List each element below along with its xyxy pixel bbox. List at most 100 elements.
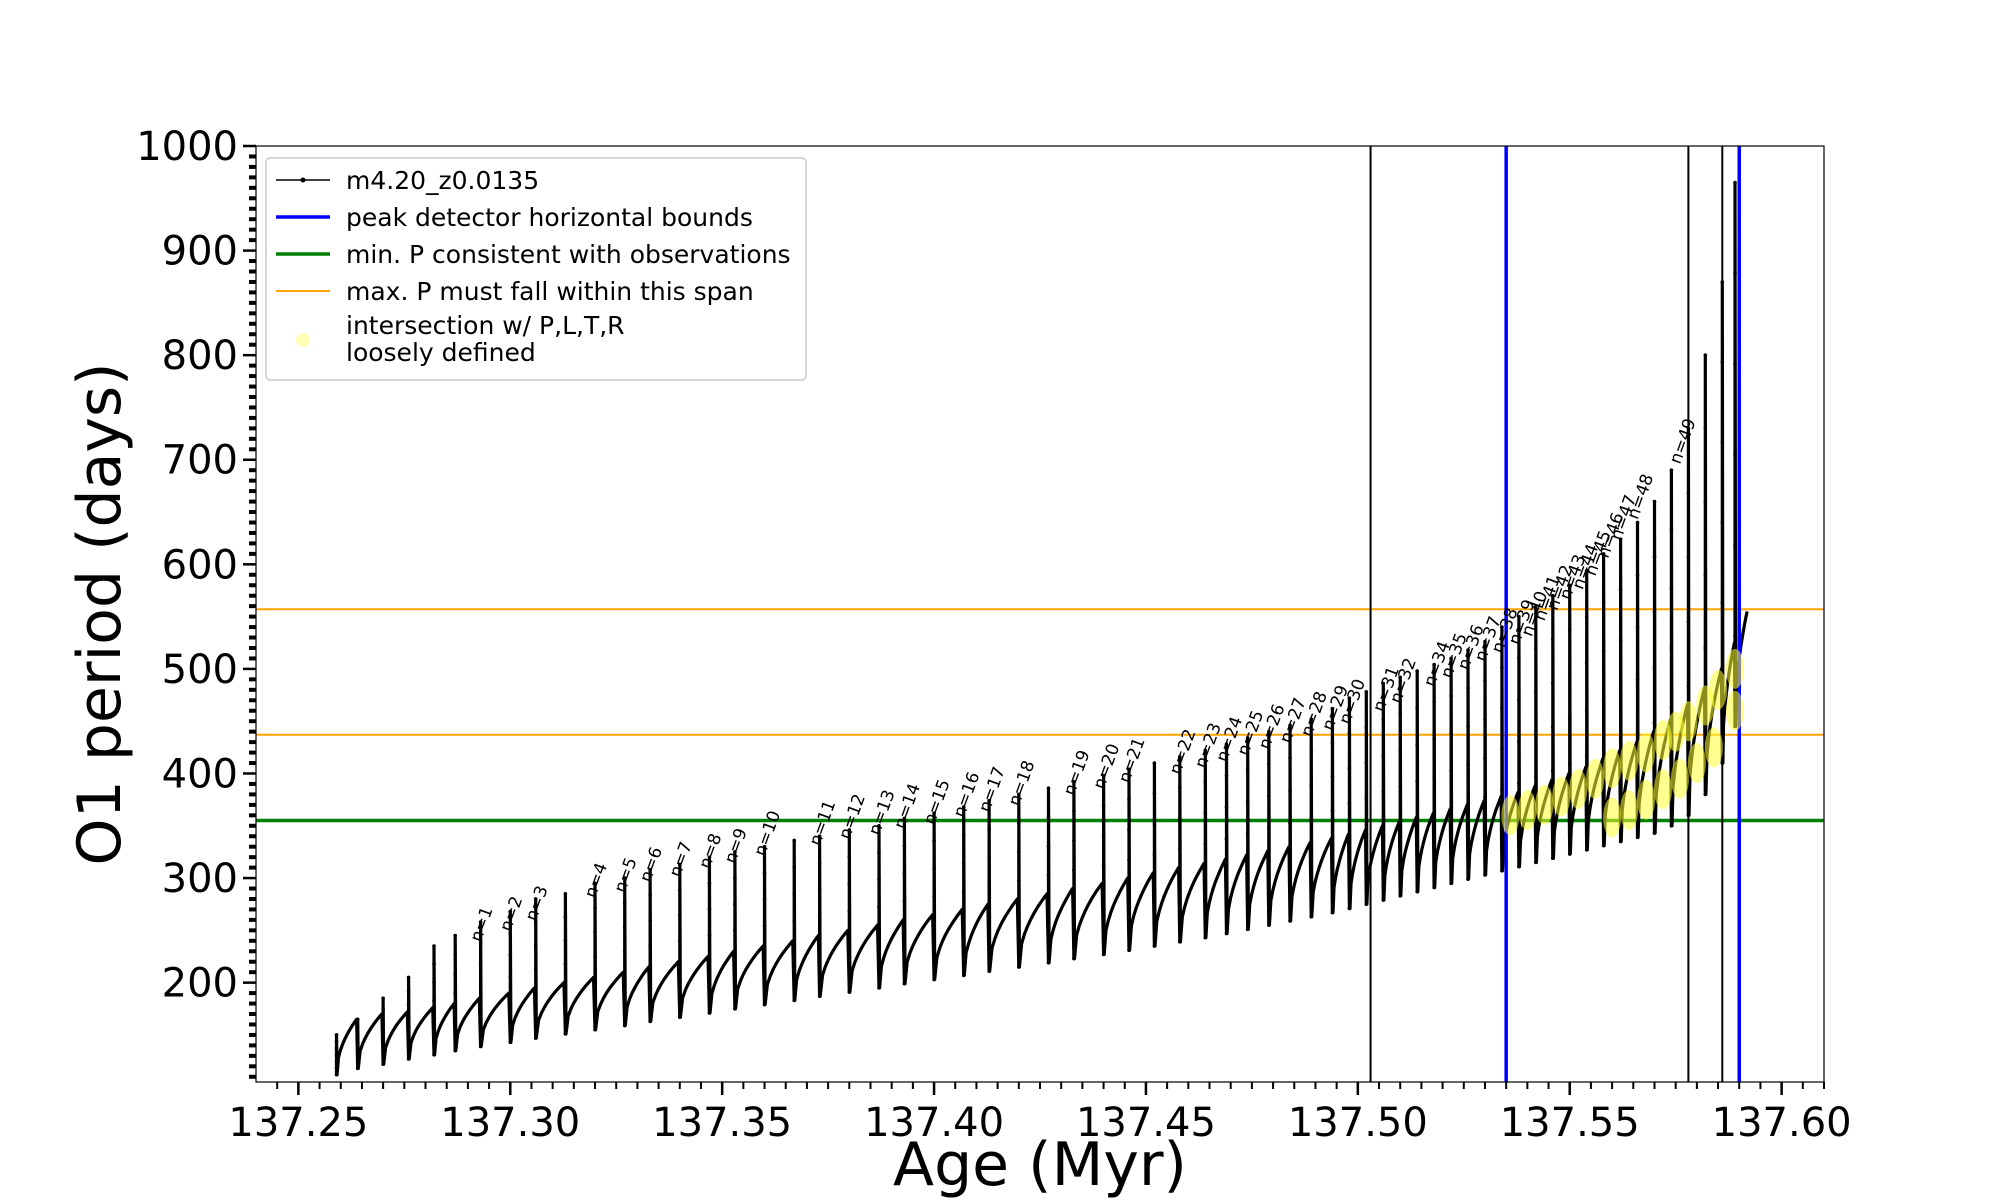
legend-label: min. P consistent with observations (346, 240, 791, 269)
series-point (1550, 637, 1555, 642)
series-point (593, 979, 597, 983)
series-point (902, 844, 907, 848)
series-point (1101, 893, 1106, 897)
intersection-point (1535, 784, 1554, 825)
series-point (1483, 678, 1487, 683)
series-point (334, 1053, 339, 1057)
series-point (1288, 723, 1292, 728)
series-point (1703, 426, 1708, 431)
series-point (1267, 923, 1271, 927)
series-point (707, 907, 712, 911)
series-point (1072, 809, 1076, 814)
series-point (1224, 900, 1229, 904)
series-point (1567, 852, 1572, 856)
series-point (508, 931, 513, 936)
x-tick-label: 137.55 (1500, 1100, 1640, 1146)
series-point (406, 1057, 411, 1061)
series-point (733, 928, 737, 933)
series-point (1072, 780, 1076, 784)
series-point (1517, 698, 1521, 702)
series-point (961, 833, 966, 837)
series-point (355, 1066, 360, 1071)
series-point (733, 850, 737, 854)
series-point (932, 949, 936, 954)
series-point (1101, 952, 1106, 957)
series-point (1652, 499, 1657, 504)
series-point (432, 998, 436, 1003)
series-point (1288, 853, 1292, 858)
series-point (1127, 857, 1131, 862)
series-point (1669, 823, 1674, 828)
series-point (1601, 649, 1606, 653)
series-point (1415, 742, 1419, 747)
series-point (381, 1007, 385, 1012)
intersection-point (1637, 779, 1656, 820)
series-point (1178, 909, 1182, 913)
series-point (762, 897, 767, 902)
y-tick-label: 400 (162, 751, 238, 797)
series-point (677, 989, 682, 994)
series-point (1017, 936, 1021, 941)
series-point (593, 905, 597, 910)
series-point (622, 900, 627, 905)
series-point (533, 1036, 538, 1040)
series-point (1432, 885, 1436, 890)
series-point (1309, 783, 1314, 787)
series-point (877, 878, 881, 882)
series-point (1584, 708, 1589, 713)
series-point (1288, 919, 1292, 923)
series-point (1330, 842, 1335, 847)
series-point (1550, 681, 1555, 685)
series-point (961, 889, 966, 893)
series-point (1347, 731, 1352, 736)
series-point (1046, 873, 1051, 878)
series-point (1046, 815, 1051, 820)
series-point (792, 945, 797, 949)
series-point (817, 967, 822, 972)
series-point (1669, 527, 1674, 532)
series-point (1415, 889, 1419, 894)
series-point (1381, 753, 1386, 758)
series-point (563, 915, 568, 919)
series-point (1072, 838, 1076, 843)
intersection-point (1726, 690, 1745, 731)
series-point (1567, 807, 1572, 812)
y-tick-label: 600 (162, 542, 238, 588)
series-point (1245, 895, 1250, 900)
series-point (847, 936, 852, 940)
series-point (1364, 902, 1369, 907)
series-point (1381, 898, 1386, 902)
series-point (1567, 628, 1572, 632)
series-point (1203, 904, 1208, 909)
series-point (406, 1002, 411, 1007)
series-point (1652, 610, 1657, 614)
series-point (1601, 795, 1606, 799)
series-point (1483, 795, 1487, 799)
y-tick-label: 700 (162, 438, 238, 484)
series-point (1178, 785, 1182, 790)
series-point (1500, 665, 1504, 670)
series-point (1309, 750, 1314, 754)
series-point (1415, 779, 1419, 784)
series-point (1466, 648, 1470, 652)
series-point (1652, 555, 1657, 559)
series-point (478, 1003, 483, 1007)
series-point (406, 989, 411, 993)
x-tick-label: 137.60 (1712, 1100, 1852, 1146)
series-point (563, 985, 568, 989)
series-point (1309, 816, 1314, 820)
series-point (677, 964, 682, 969)
series-point (1517, 739, 1521, 744)
series-point (355, 1042, 360, 1046)
series-point (1635, 520, 1640, 525)
series-point (1635, 625, 1640, 630)
series-point (1517, 614, 1521, 619)
series-point (677, 939, 682, 943)
series-point (1601, 552, 1606, 556)
series-point (1601, 746, 1606, 751)
x-axis-title: Age (Myr) (893, 1130, 1187, 1200)
series-point (1635, 573, 1640, 577)
series-point (762, 871, 767, 875)
x-tick-label: 137.30 (440, 1100, 580, 1146)
y-tick-label: 500 (162, 647, 238, 693)
